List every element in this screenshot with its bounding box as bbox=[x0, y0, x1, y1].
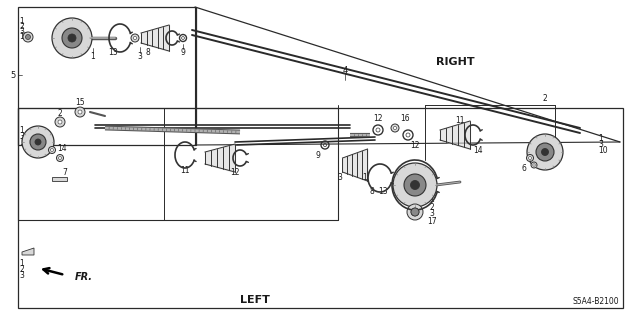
Circle shape bbox=[23, 32, 33, 42]
Circle shape bbox=[68, 34, 76, 42]
Bar bbox=[18, 108, 623, 308]
Text: 10: 10 bbox=[19, 138, 28, 147]
Circle shape bbox=[542, 148, 549, 156]
Text: 14: 14 bbox=[57, 143, 67, 153]
Text: 3: 3 bbox=[19, 27, 24, 36]
Text: 3: 3 bbox=[138, 52, 142, 60]
Text: 12: 12 bbox=[374, 114, 383, 123]
Text: 3: 3 bbox=[430, 210, 434, 219]
Circle shape bbox=[35, 139, 41, 145]
Circle shape bbox=[528, 156, 532, 159]
Text: 1: 1 bbox=[19, 259, 24, 268]
Circle shape bbox=[407, 204, 423, 220]
Text: 12: 12 bbox=[410, 140, 420, 149]
Text: 16: 16 bbox=[400, 114, 410, 123]
Bar bbox=[18, 108, 338, 220]
Text: 4: 4 bbox=[343, 66, 348, 75]
Text: 9: 9 bbox=[315, 150, 320, 159]
Text: 14: 14 bbox=[473, 146, 483, 155]
Circle shape bbox=[531, 162, 537, 168]
Text: 15: 15 bbox=[75, 98, 85, 107]
Text: 13: 13 bbox=[108, 47, 118, 57]
Text: 17: 17 bbox=[427, 217, 437, 226]
Circle shape bbox=[25, 35, 30, 39]
Circle shape bbox=[393, 126, 397, 130]
Text: 1: 1 bbox=[363, 172, 367, 181]
Circle shape bbox=[59, 156, 61, 159]
Text: 11: 11 bbox=[455, 116, 465, 124]
Circle shape bbox=[55, 117, 65, 127]
Text: 2: 2 bbox=[430, 203, 434, 212]
Text: 1: 1 bbox=[90, 52, 95, 60]
Text: 1: 1 bbox=[598, 133, 603, 142]
Circle shape bbox=[133, 36, 137, 40]
Text: 9: 9 bbox=[181, 47, 185, 57]
Circle shape bbox=[411, 180, 420, 189]
Text: 10: 10 bbox=[598, 146, 607, 155]
Text: 3: 3 bbox=[598, 140, 603, 148]
Circle shape bbox=[526, 155, 533, 162]
Circle shape bbox=[131, 34, 139, 42]
Circle shape bbox=[411, 208, 419, 216]
Text: 8: 8 bbox=[370, 188, 374, 196]
Text: 2: 2 bbox=[19, 21, 24, 30]
Text: 3: 3 bbox=[19, 270, 24, 279]
Circle shape bbox=[30, 134, 46, 150]
Text: 2: 2 bbox=[58, 108, 63, 117]
Text: LEFT: LEFT bbox=[240, 295, 270, 305]
Circle shape bbox=[62, 28, 82, 48]
Text: 1: 1 bbox=[430, 196, 434, 204]
Text: S5A4-B2100: S5A4-B2100 bbox=[573, 298, 619, 307]
Text: RIGHT: RIGHT bbox=[435, 57, 474, 67]
Text: FR.: FR. bbox=[75, 272, 93, 282]
Circle shape bbox=[391, 124, 399, 132]
Text: 7: 7 bbox=[63, 167, 68, 177]
Text: 11: 11 bbox=[180, 165, 190, 174]
Text: 6: 6 bbox=[521, 164, 526, 172]
Text: 2: 2 bbox=[543, 93, 547, 102]
Circle shape bbox=[404, 174, 426, 196]
Text: 3: 3 bbox=[337, 172, 343, 181]
Bar bbox=[18, 7, 196, 145]
Circle shape bbox=[51, 148, 53, 151]
Text: 5: 5 bbox=[10, 70, 15, 79]
Polygon shape bbox=[52, 177, 67, 181]
Circle shape bbox=[22, 126, 54, 158]
Circle shape bbox=[58, 120, 62, 124]
Text: 8: 8 bbox=[145, 47, 150, 57]
Circle shape bbox=[393, 163, 437, 207]
Circle shape bbox=[75, 107, 85, 117]
Text: 17: 17 bbox=[19, 31, 28, 41]
Text: 3: 3 bbox=[19, 132, 24, 140]
Text: 13: 13 bbox=[378, 188, 388, 196]
Text: 1: 1 bbox=[19, 17, 24, 26]
Circle shape bbox=[536, 143, 554, 161]
Circle shape bbox=[78, 110, 82, 114]
Text: 1: 1 bbox=[19, 125, 24, 134]
Text: 12: 12 bbox=[230, 167, 240, 177]
Circle shape bbox=[411, 208, 419, 216]
Circle shape bbox=[56, 155, 63, 162]
Circle shape bbox=[527, 134, 563, 170]
Circle shape bbox=[52, 18, 92, 58]
Text: 2: 2 bbox=[19, 265, 24, 274]
Polygon shape bbox=[22, 248, 34, 255]
Circle shape bbox=[533, 164, 535, 166]
Circle shape bbox=[49, 147, 56, 154]
